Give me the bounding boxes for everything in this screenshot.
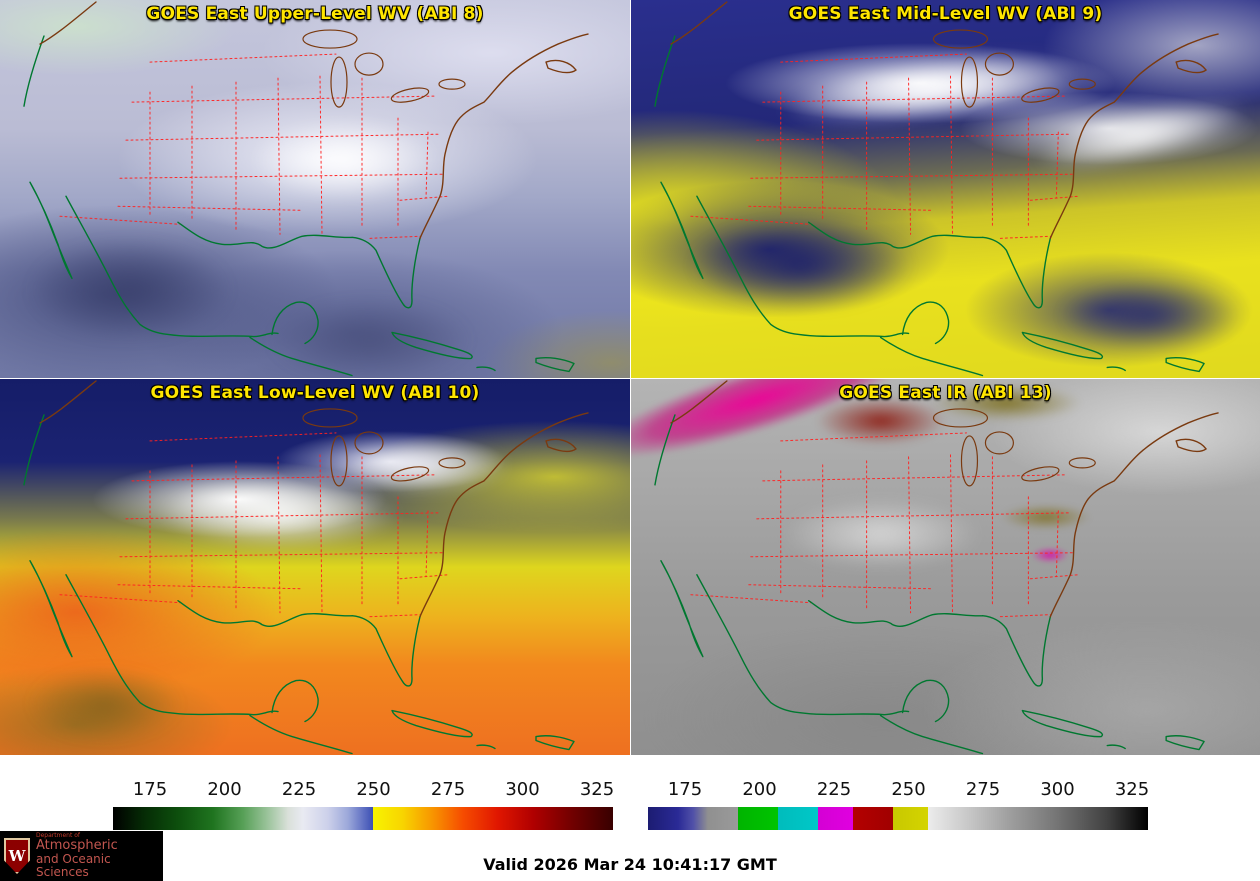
ir-cold-cloud-spot	[1031, 546, 1069, 563]
tick-label: 200	[742, 779, 777, 800]
cloud-band	[781, 498, 981, 569]
ir-colorbar	[648, 807, 1148, 830]
uw-crest-icon: W	[4, 838, 30, 874]
footer: 175 200 225 250 275 300 325 175 200 225 …	[0, 755, 1260, 881]
panel-title-abi13: GOES East IR (ABI 13)	[839, 382, 1052, 403]
tick-label: 225	[816, 779, 852, 800]
tick-label: 175	[667, 779, 703, 800]
logo-line1: Atmospheric	[36, 838, 118, 854]
panel-title-abi10: GOES East Low-Level WV (ABI 10)	[150, 382, 480, 403]
wv-dry-slot	[691, 220, 911, 310]
panel-title-abi9: GOES East Mid-Level WV (ABI 9)	[788, 4, 1103, 24]
panel-ir: GOES East IR (ABI 13)	[630, 377, 1260, 755]
panel-upper-level-wv: GOES East Upper-Level WV (ABI 8)	[0, 0, 630, 378]
tick-label: 200	[207, 779, 242, 800]
aos-logo-text: Department of Atmospheric and Oceanic Sc…	[36, 831, 163, 880]
aos-logo: W Department of Atmospheric and Oceanic …	[0, 831, 163, 881]
tick-label: 325	[1114, 779, 1150, 800]
tick-label: 300	[1040, 779, 1075, 800]
basemap-overlay	[23, 1, 589, 377]
wv-colorbar	[113, 807, 613, 830]
tick-label: 225	[281, 779, 317, 800]
valid-time-label: Valid 2026 Mar 24 10:41:17 GMT	[483, 855, 777, 874]
cloud-band	[160, 478, 400, 549]
tick-label: 250	[356, 779, 391, 800]
logo-dept-line: Department of	[36, 831, 80, 839]
basemap-overlay	[23, 379, 589, 754]
wv-moist-plume	[250, 120, 440, 200]
tick-label: 175	[132, 779, 168, 800]
tick-label: 275	[430, 779, 466, 800]
panel-mid-level-wv: GOES East Mid-Level WV (ABI 9)	[630, 0, 1260, 378]
ir-cold-cloud-region	[1001, 503, 1091, 530]
tick-label: 325	[579, 779, 615, 800]
wv-dry-patch	[30, 668, 180, 739]
panel-low-level-wv: GOES East Low-Level WV (ABI 10)	[0, 377, 630, 755]
basemap-overlay	[654, 1, 1219, 377]
logo-line2: and Oceanic Sciences	[36, 852, 111, 880]
ir-cold-cloud-region	[931, 384, 1081, 421]
wv-dry-slot	[1061, 280, 1241, 350]
tick-label: 275	[965, 779, 1001, 800]
tick-label: 250	[891, 779, 926, 800]
basemap-overlay	[654, 379, 1219, 754]
satellite-panel-grid: GOES East Upper-Level WV (ABI 8) GOES Ea…	[0, 0, 1260, 755]
panel-title-abi8: GOES East Upper-Level WV (ABI 8)	[146, 4, 484, 24]
tick-label: 300	[505, 779, 540, 800]
wv-dry-slot	[270, 300, 470, 378]
ir-colorbar-ticks: 175 200 225 250 275 300 325	[648, 779, 1150, 803]
wv-colorbar-ticks: 175 200 225 250 275 300 325	[113, 779, 615, 803]
